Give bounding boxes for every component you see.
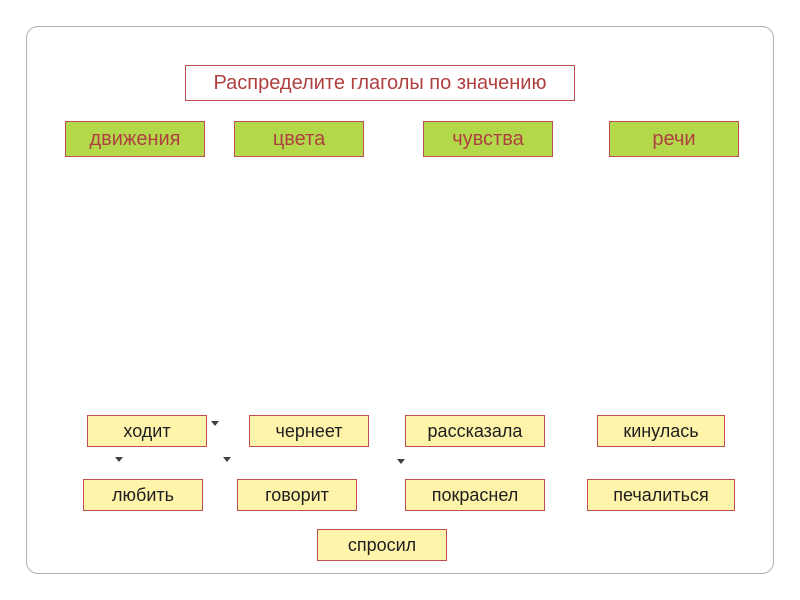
word-label: чернеет: [275, 421, 342, 442]
word-item[interactable]: кинулась: [597, 415, 725, 447]
word-item[interactable]: говорит: [237, 479, 357, 511]
word-label: ходит: [123, 421, 170, 442]
word-item[interactable]: ходит: [87, 415, 207, 447]
category-speech[interactable]: речи: [609, 121, 739, 157]
word-label: спросил: [348, 535, 416, 556]
word-label: покраснел: [432, 485, 519, 506]
content-frame: Распределите глаголы по значению движени…: [26, 26, 774, 574]
word-label: рассказала: [428, 421, 523, 442]
word-item[interactable]: спросил: [317, 529, 447, 561]
category-label: цвета: [273, 128, 325, 151]
word-label: кинулась: [623, 421, 698, 442]
word-item[interactable]: чернеет: [249, 415, 369, 447]
word-item[interactable]: печалиться: [587, 479, 735, 511]
marker-icon: [223, 457, 231, 462]
word-label: любить: [112, 485, 174, 506]
category-motion[interactable]: движения: [65, 121, 205, 157]
title-text: Распределите глаголы по значению: [214, 72, 547, 95]
word-item[interactable]: покраснел: [405, 479, 545, 511]
title-box: Распределите глаголы по значению: [185, 65, 575, 101]
word-item[interactable]: рассказала: [405, 415, 545, 447]
word-label: говорит: [265, 485, 329, 506]
category-label: чувства: [452, 128, 524, 151]
category-label: речи: [652, 128, 695, 151]
marker-icon: [211, 421, 219, 426]
marker-icon: [397, 459, 405, 464]
category-feeling[interactable]: чувства: [423, 121, 553, 157]
category-label: движения: [89, 128, 180, 151]
marker-icon: [115, 457, 123, 462]
category-color[interactable]: цвета: [234, 121, 364, 157]
word-label: печалиться: [613, 485, 708, 506]
word-item[interactable]: любить: [83, 479, 203, 511]
